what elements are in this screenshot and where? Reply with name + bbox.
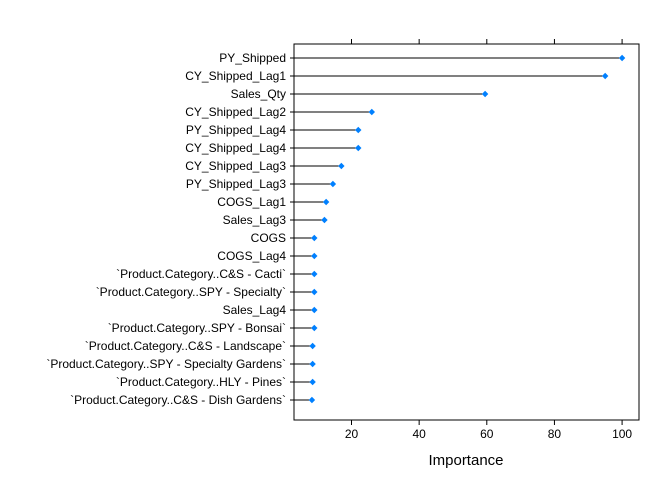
y-tick-label: Sales_Lag3	[223, 213, 287, 227]
x-tick-label: 40	[412, 427, 426, 441]
y-tick-label: `Product.Category..C&S - Cacti`	[116, 267, 286, 281]
importance-point	[322, 198, 330, 206]
y-tick-label: COGS_Lag1	[217, 195, 286, 209]
x-axis: 20 40 60 80 100	[345, 39, 632, 441]
importance-point	[618, 54, 626, 62]
importance-point	[311, 324, 318, 332]
importance-point	[311, 270, 318, 278]
x-tick-label: 80	[548, 427, 562, 441]
importance-point	[481, 90, 489, 98]
y-tick-label: `Product.Category..SPY - Specialty`	[96, 285, 286, 299]
y-tick-label: PY_Shipped_Lag3	[186, 177, 286, 191]
y-tick-label: CY_Shipped_Lag1	[185, 69, 286, 83]
importance-point	[308, 396, 316, 404]
importance-point	[368, 108, 375, 116]
y-tick-label: CY_Shipped_Lag2	[185, 105, 286, 119]
y-tick-label: CY_Shipped_Lag3	[185, 159, 286, 173]
chart-marks	[294, 54, 626, 404]
importance-point	[311, 234, 318, 242]
x-tick-label: 60	[480, 427, 494, 441]
y-tick-label: PY_Shipped_Lag4	[186, 123, 286, 137]
x-tick-label: 20	[345, 427, 359, 441]
y-tick-label: COGS_Lag4	[217, 249, 286, 263]
importance-point	[321, 216, 328, 224]
importance-point	[338, 162, 345, 170]
plot-frame	[293, 43, 640, 421]
importance-point	[601, 72, 609, 80]
importance-point	[355, 144, 362, 152]
y-tick-label: COGS	[251, 231, 286, 245]
y-tick-label: Sales_Qty	[231, 87, 286, 101]
y-axis: PY_Shipped CY_Shipped_Lag1 Sales_Qty CY_Shi…	[46, 51, 294, 407]
x-axis-title: Importance	[428, 452, 503, 469]
importance-point	[311, 306, 318, 314]
y-tick-label: `Product.Category..C&S - Dish Gardens`	[70, 393, 286, 407]
y-tick-label: CY_Shipped_Lag4	[185, 141, 286, 155]
importance-point	[311, 288, 318, 296]
importance-point	[355, 126, 362, 134]
importance-point	[309, 342, 316, 350]
importance-point	[311, 252, 318, 260]
importance-point	[309, 378, 316, 386]
y-tick-label: `Product.Category..SPY - Specialty Garde…	[46, 357, 286, 371]
y-tick-label: `Product.Category..C&S - Landscape`	[85, 339, 286, 353]
importance-point	[329, 180, 337, 188]
y-tick-label: PY_Shipped	[219, 51, 286, 65]
y-tick-label: `Product.Category..SPY - Bonsai`	[108, 321, 286, 335]
y-tick-label: Sales_Lag4	[223, 303, 287, 317]
importance-point	[309, 360, 316, 368]
x-tick-label: 100	[612, 427, 632, 441]
y-tick-label: `Product.Category..HLY - Pines`	[116, 375, 286, 389]
